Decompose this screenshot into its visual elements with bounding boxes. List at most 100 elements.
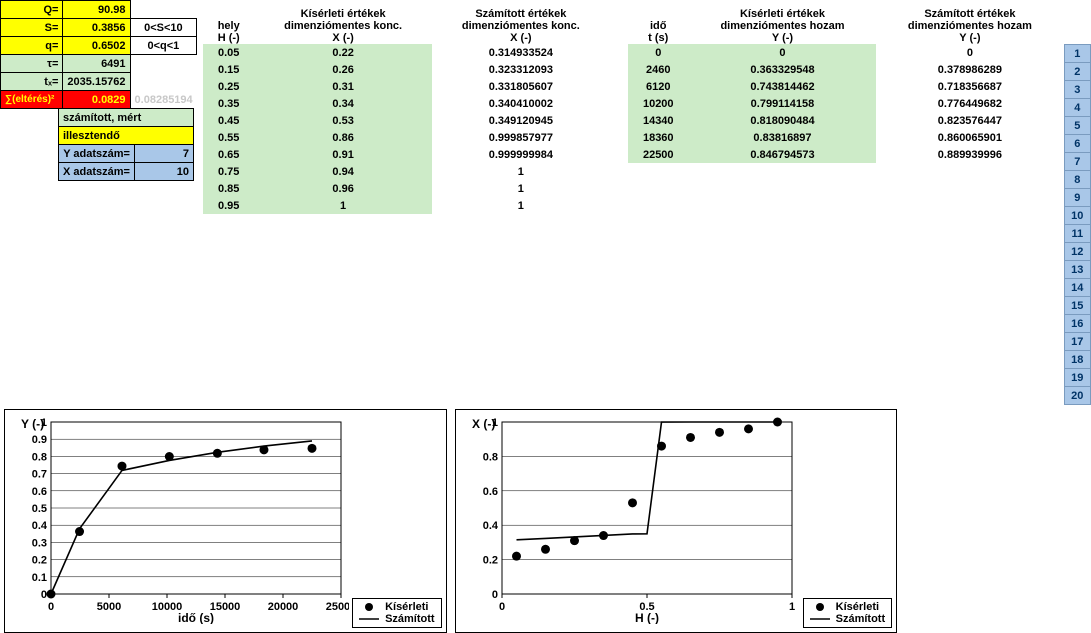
cell-Y[interactable]: 0.83816897: [689, 129, 876, 146]
table-row[interactable]: 0.250.310.331805607: [203, 78, 610, 95]
cell-Y[interactable]: 0.743814462: [689, 78, 876, 95]
param-tau-value[interactable]: 6491: [63, 55, 130, 73]
param-S-label[interactable]: S=: [1, 19, 63, 37]
table-row[interactable]: 0.050.220.314933524: [203, 44, 610, 61]
row-index-cell[interactable]: 19: [1064, 369, 1090, 387]
cell-t[interactable]: 10200: [628, 95, 689, 112]
cell-Y[interactable]: 0.363329548: [689, 61, 876, 78]
cell-H[interactable]: 0.65: [203, 146, 254, 163]
row-index-cell[interactable]: 17: [1064, 333, 1090, 351]
row-fit[interactable]: illesztendő: [59, 127, 194, 145]
row-index-cell[interactable]: 16: [1064, 315, 1090, 333]
row-index-cell[interactable]: 15: [1064, 297, 1090, 315]
param-q-label[interactable]: q=: [1, 37, 63, 55]
table-row[interactable]: 0.350.340.340410002: [203, 95, 610, 112]
cell-X[interactable]: 0.22: [254, 44, 432, 61]
cell-X[interactable]: 0.34: [254, 95, 432, 112]
cell-Xc[interactable]: 0.314933524: [432, 44, 610, 61]
cell-Xc[interactable]: 1: [432, 180, 610, 197]
cell-H[interactable]: 0.35: [203, 95, 254, 112]
cell-Xc[interactable]: 0.331805607: [432, 78, 610, 95]
table-row[interactable]: 183600.838168970.860065901: [628, 129, 1064, 146]
cell-Xc[interactable]: 0.999999984: [432, 146, 610, 163]
param-Q-label[interactable]: Q=: [1, 1, 63, 19]
cell-Xc[interactable]: 0.323312093: [432, 61, 610, 78]
cell-t[interactable]: 6120: [628, 78, 689, 95]
cell-Xc[interactable]: 0.340410002: [432, 95, 610, 112]
param-faded[interactable]: 0.08285194: [130, 91, 197, 109]
cell-X[interactable]: 0.86: [254, 129, 432, 146]
table-row[interactable]: 0.650.910.999999984: [203, 146, 610, 163]
param-tx-value[interactable]: 2035.15762: [63, 73, 130, 91]
param-sumdev-label[interactable]: ∑(eltérés)²: [1, 91, 63, 109]
cell-H[interactable]: 0.15: [203, 61, 254, 78]
cell-Xc[interactable]: 1: [432, 197, 610, 214]
row-index-cell[interactable]: 11: [1064, 225, 1090, 243]
table-row[interactable]: 0.450.530.349120945: [203, 112, 610, 129]
table-row[interactable]: 61200.7438144620.718356687: [628, 78, 1064, 95]
row-ycount-label[interactable]: Y adatszám=: [59, 145, 135, 163]
row-index-cell[interactable]: 6: [1064, 135, 1090, 153]
cell-Yc[interactable]: 0.378986289: [876, 61, 1063, 78]
cell-H[interactable]: 0.25: [203, 78, 254, 95]
param-S-value[interactable]: 0.3856: [63, 19, 130, 37]
cell-Xc[interactable]: 0.999857977: [432, 129, 610, 146]
cell-Xc[interactable]: 0.349120945: [432, 112, 610, 129]
row-xcount-label[interactable]: X adatszám=: [59, 163, 135, 181]
table-row[interactable]: 0.750.941: [203, 163, 610, 180]
cell-H[interactable]: 0.05: [203, 44, 254, 61]
row-xcount-value[interactable]: 10: [134, 163, 193, 181]
cell-Yc[interactable]: 0.860065901: [876, 129, 1063, 146]
row-index-cell[interactable]: 5: [1064, 117, 1090, 135]
cell-Yc[interactable]: 0.889939996: [876, 146, 1063, 163]
row-index-cell[interactable]: 1: [1064, 45, 1090, 63]
row-index-cell[interactable]: 10: [1064, 207, 1090, 225]
row-index-cell[interactable]: 7: [1064, 153, 1090, 171]
row-index-cell[interactable]: 3: [1064, 81, 1090, 99]
cell-H[interactable]: 0.85: [203, 180, 254, 197]
row-index-cell[interactable]: 4: [1064, 99, 1090, 117]
table-row[interactable]: 102000.7991141580.776449682: [628, 95, 1064, 112]
param-sumdev-value[interactable]: 0.0829: [63, 91, 130, 109]
table-row[interactable]: 0.9511: [203, 197, 610, 214]
cell-X[interactable]: 0.26: [254, 61, 432, 78]
cell-t[interactable]: 0: [628, 44, 689, 61]
table-row[interactable]: 0.150.260.323312093: [203, 61, 610, 78]
row-index-cell[interactable]: 2: [1064, 63, 1090, 81]
cell-t[interactable]: 18360: [628, 129, 689, 146]
cell-X[interactable]: 0.91: [254, 146, 432, 163]
table-row[interactable]: 24600.3633295480.378986289: [628, 61, 1064, 78]
row-index-cell[interactable]: 14: [1064, 279, 1090, 297]
cell-Xc[interactable]: 1: [432, 163, 610, 180]
cell-Y[interactable]: 0: [689, 44, 876, 61]
cell-H[interactable]: 0.75: [203, 163, 254, 180]
param-Q-value[interactable]: 90.98: [63, 1, 130, 19]
row-computed-measured[interactable]: számított, mért: [59, 109, 194, 127]
cell-X[interactable]: 0.31: [254, 78, 432, 95]
cell-H[interactable]: 0.95: [203, 197, 254, 214]
param-tau-label[interactable]: τ=: [1, 55, 63, 73]
cell-X[interactable]: 0.94: [254, 163, 432, 180]
table-row[interactable]: 225000.8467945730.889939996: [628, 146, 1064, 163]
cell-Yc[interactable]: 0: [876, 44, 1063, 61]
table-row[interactable]: 0.550.860.999857977: [203, 129, 610, 146]
constraint-q[interactable]: 0<q<1: [130, 37, 197, 55]
cell-t[interactable]: 2460: [628, 61, 689, 78]
cell-Yc[interactable]: 0.776449682: [876, 95, 1063, 112]
cell-X[interactable]: 0.96: [254, 180, 432, 197]
param-tx-label[interactable]: tₓ=: [1, 73, 63, 91]
cell-X[interactable]: 0.53: [254, 112, 432, 129]
table-row[interactable]: 000: [628, 44, 1064, 61]
cell-Y[interactable]: 0.799114158: [689, 95, 876, 112]
cell-H[interactable]: 0.55: [203, 129, 254, 146]
cell-Y[interactable]: 0.818090484: [689, 112, 876, 129]
cell-Y[interactable]: 0.846794573: [689, 146, 876, 163]
cell-X[interactable]: 1: [254, 197, 432, 214]
row-index-cell[interactable]: 8: [1064, 171, 1090, 189]
cell-t[interactable]: 14340: [628, 112, 689, 129]
table-row[interactable]: 143400.8180904840.823576447: [628, 112, 1064, 129]
row-index-cell[interactable]: 13: [1064, 261, 1090, 279]
table-row[interactable]: 0.850.961: [203, 180, 610, 197]
cell-Yc[interactable]: 0.718356687: [876, 78, 1063, 95]
param-q-value[interactable]: 0.6502: [63, 37, 130, 55]
